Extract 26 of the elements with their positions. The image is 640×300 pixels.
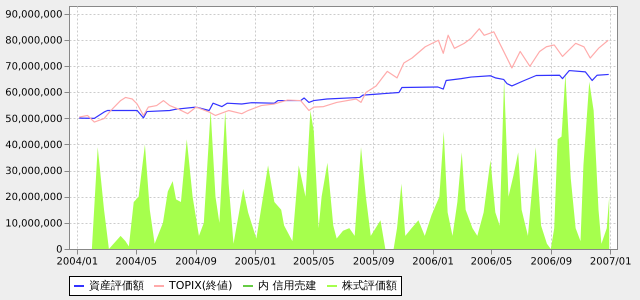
x-tick-label: 2006/05 [470,256,512,268]
x-tick-label: 2006/09 [530,256,572,268]
x-tick-label: 2005/09 [352,256,394,268]
y-tick-label: 0 [56,244,62,256]
x-tick-label: 2007/01 [590,256,632,268]
legend-label: 株式評価額 [341,279,397,292]
x-tick-label: 2004/09 [175,256,217,268]
line-series [78,70,610,119]
line-series [78,28,609,123]
y-tick-label: 10,000,000 [5,218,62,230]
x-tick-label: 2005/01 [234,256,276,268]
x-tick-label: 2004/05 [115,256,157,268]
x-tick-label: 2004/01 [56,256,98,268]
y-tick-label: 80,000,000 [5,35,62,46]
x-tick-label: 2005/05 [293,256,335,268]
y-tick-label: 20,000,000 [5,192,62,204]
legend-label: 資産評価額 [89,279,144,292]
legend-label: 内 信用売建 [258,279,316,292]
y-tick-label: 40,000,000 [5,140,62,151]
y-tick-label: 90,000,000 [5,9,62,20]
y-tick-label: 50,000,000 [5,114,62,125]
y-tick-label: 60,000,000 [5,88,62,99]
y-tick-label: 30,000,000 [5,166,62,178]
legend-label: TOPIX(終値) [168,279,232,292]
y-tick-label: 70,000,000 [5,62,62,73]
x-tick-label: 2006/01 [412,256,454,268]
